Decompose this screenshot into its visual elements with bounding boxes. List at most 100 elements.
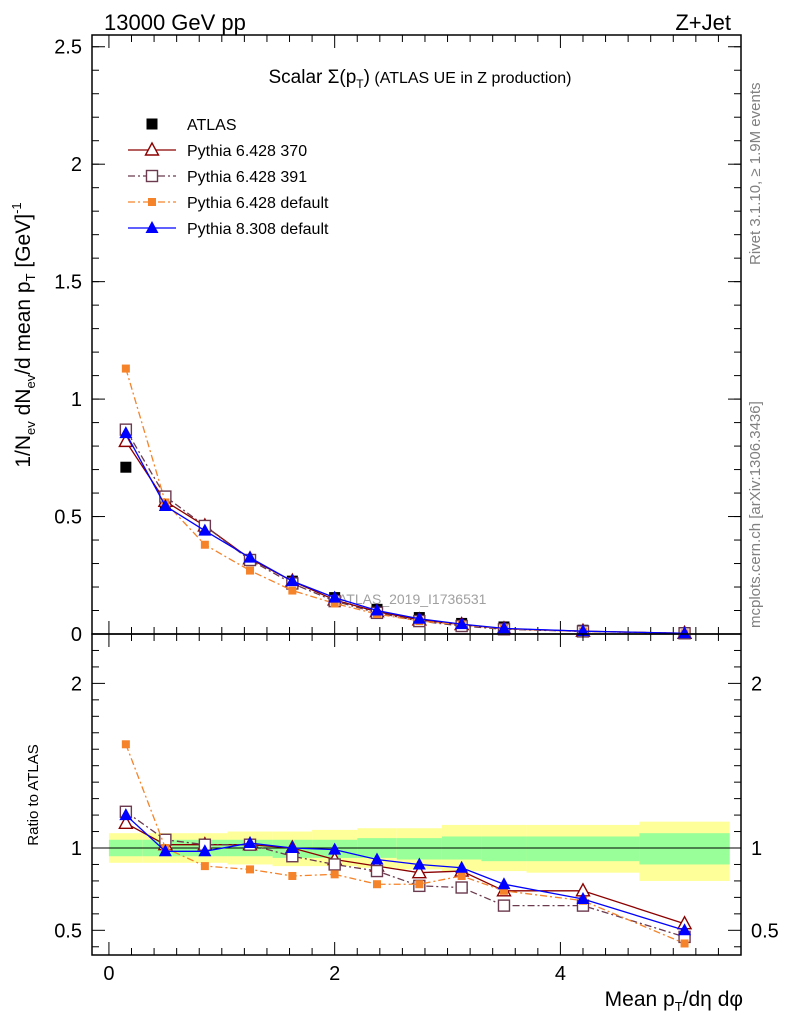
y-tick-label: 1.5	[54, 272, 82, 294]
data-point	[288, 586, 297, 595]
ratio-panel: 0.5 1 2 0 2 4 0.5 1 2 Ratio to ATLAS Mean pT/dη …	[25, 633, 779, 1014]
data-point	[119, 426, 133, 439]
ratio-series-pythia-8-308-default	[119, 808, 692, 936]
ratio-point	[411, 864, 427, 879]
green-band	[481, 836, 527, 862]
ratio-point	[243, 836, 257, 849]
green-band	[396, 838, 442, 860]
ratio-point	[159, 833, 172, 846]
header-left: 13000 GeV pp	[104, 10, 246, 35]
legend-label: Pythia 6.428 370	[187, 143, 307, 160]
legend-label: Pythia 6.428 391	[187, 169, 307, 186]
y-tick-label: 2	[71, 673, 82, 695]
data-point	[678, 626, 692, 639]
ratio-point	[678, 923, 692, 936]
data-point	[576, 624, 590, 637]
ratio-line	[125, 811, 685, 938]
data-point	[200, 540, 209, 549]
ratio-point	[497, 899, 511, 912]
main-y-label: 1/Nev dNev/d mean pT [GeV]-1	[9, 202, 38, 467]
ratio-point	[330, 870, 339, 879]
data-point	[455, 617, 469, 630]
ratio-line	[125, 814, 685, 931]
ratio-point	[372, 880, 381, 889]
ratio-y-label: Ratio to ATLAS	[25, 744, 42, 845]
series-pythia-6-428-370	[118, 432, 693, 639]
ratio-point	[497, 877, 511, 890]
ratio-point	[328, 858, 341, 871]
legend-entry: ATLAS	[146, 117, 237, 134]
legend-entry: Pythia 6.428 370	[128, 141, 307, 160]
y-tick-label-right: 0.5	[751, 920, 779, 942]
ratio-point	[412, 857, 426, 870]
data-point	[158, 498, 172, 511]
ratio-line	[125, 822, 685, 925]
y-tick-label: 0	[71, 624, 82, 646]
legend-entry: Pythia 6.428 391	[128, 169, 307, 186]
green-band	[639, 833, 730, 865]
legend: ATLAS Pythia 6.428 370 Pythia 6.428 391 Pyt…	[128, 117, 329, 238]
y-tick-label: 1	[71, 389, 82, 411]
ratio-point	[121, 740, 130, 749]
ratio-point	[370, 864, 384, 878]
y-tick-label-right: 2	[751, 673, 762, 695]
main-panel: 0 0.5 1 1.5 2 2.5 ATLAS_2019_I1736531 Scalar …	[9, 34, 742, 646]
ratio-point	[288, 871, 297, 880]
data-point	[198, 523, 212, 536]
ratio-point	[246, 865, 255, 874]
ratio-point	[370, 852, 384, 865]
chart-title: Scalar Σ(pT) (ATLAS UE in Z production)	[268, 67, 571, 91]
y-tick-label: 0.5	[54, 507, 82, 529]
legend-entry: Pythia 6.428 default	[128, 195, 329, 212]
data-point	[497, 621, 511, 634]
ratio-point	[457, 871, 466, 880]
data-point	[412, 611, 426, 624]
data-point	[328, 590, 342, 603]
x-axis-label: Mean pT/dη dφ	[605, 988, 743, 1014]
legend-marker	[145, 221, 159, 233]
ratio-point	[119, 808, 133, 821]
ratio-point	[200, 862, 209, 871]
data-point	[120, 461, 132, 473]
data-point	[330, 599, 339, 608]
ratio-point	[455, 860, 469, 873]
ratio-point	[118, 814, 134, 830]
data-point	[121, 364, 130, 373]
ratio-point	[680, 939, 689, 948]
header-right: Z+Jet	[675, 10, 731, 35]
ratio-series-layer	[118, 740, 693, 948]
legend-label: ATLAS	[187, 117, 237, 134]
ratio-point	[415, 880, 424, 889]
legend-marker	[144, 141, 160, 156]
ratio-point	[285, 841, 299, 853]
data-point	[370, 603, 384, 616]
ratio-point	[455, 881, 468, 894]
ratio-point	[499, 886, 508, 895]
data-point	[285, 574, 299, 587]
series-pythia-8-308-default	[119, 426, 692, 639]
green-band	[526, 836, 640, 862]
legend-label: Pythia 6.428 default	[187, 195, 329, 212]
rivet-label: Rivet 3.1.10, ≥ 1.9M events	[747, 83, 764, 266]
x-tick-label: 2	[329, 963, 340, 985]
y-tick-label: 2.5	[54, 37, 82, 59]
y-tick-label: 0.5	[54, 920, 82, 942]
main-series-layer	[118, 364, 693, 640]
ratio-point	[328, 842, 342, 855]
watermark: ATLAS_2019_I1736531	[338, 591, 487, 607]
legend-marker	[145, 169, 159, 183]
ratio-line	[125, 744, 685, 945]
ratio-point	[158, 844, 172, 857]
mcplots-label: mcplots.cern.ch [arXiv:1306.3436]	[747, 401, 764, 628]
legend-label: Pythia 8.308 default	[187, 221, 329, 238]
y-tick-label: 1	[71, 838, 82, 860]
data-point	[243, 550, 257, 563]
data-point	[246, 566, 255, 575]
legend-entry: Pythia 8.308 default	[128, 221, 329, 238]
series-line	[125, 432, 685, 634]
ratio-point	[198, 844, 212, 857]
series-atlas	[120, 461, 691, 639]
y-tick-label-right: 1	[751, 838, 762, 860]
x-tick-label: 4	[555, 963, 566, 985]
